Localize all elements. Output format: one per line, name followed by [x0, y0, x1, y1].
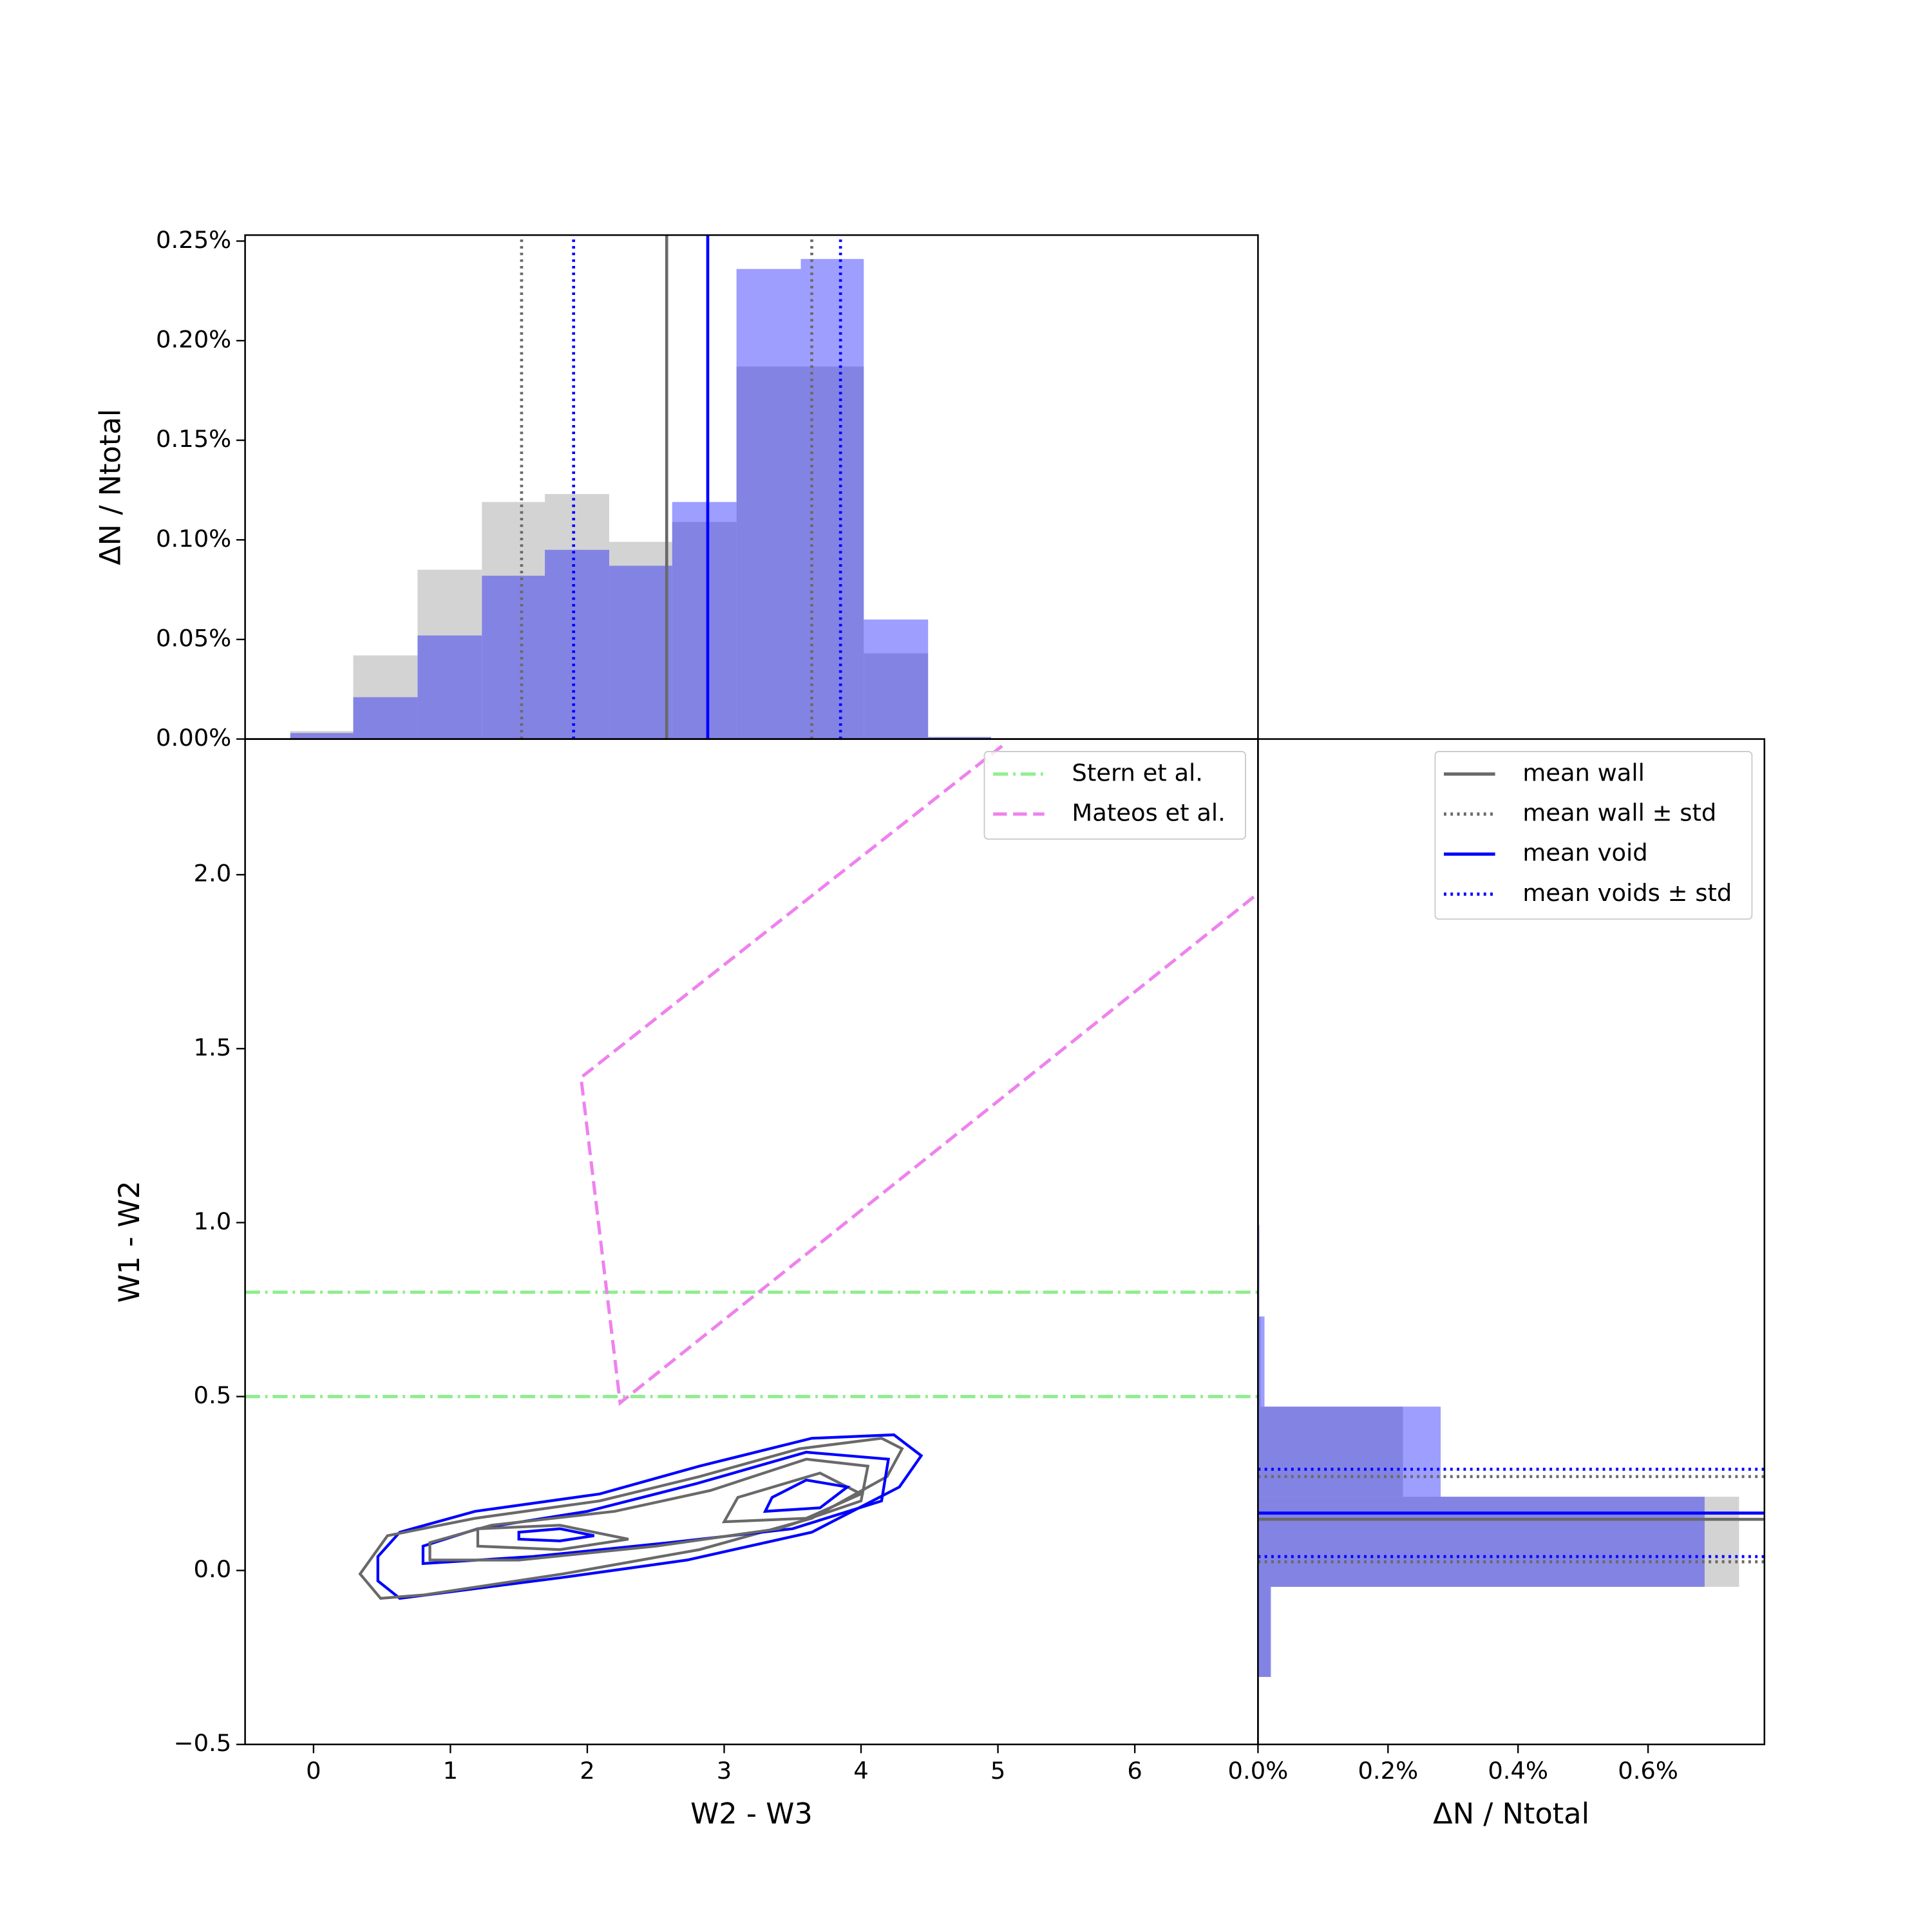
bar — [672, 502, 737, 739]
legend-label: Mateos et al. — [1072, 799, 1225, 827]
bar — [800, 259, 864, 739]
bar — [353, 655, 418, 739]
x-tick-label: 0.0% — [1228, 1757, 1289, 1785]
axis-label: ΔN / Ntotal — [94, 409, 128, 565]
bar — [736, 366, 801, 739]
y-tick-label: 0.5 — [194, 1381, 232, 1409]
y-tick-label: 0.20% — [156, 325, 231, 353]
contour — [762, 1478, 851, 1513]
bar — [290, 733, 354, 739]
contour — [476, 1524, 629, 1551]
bar — [1258, 1316, 1261, 1407]
x-tick-label: 6 — [1127, 1757, 1142, 1785]
contour — [358, 1437, 904, 1600]
bar — [736, 269, 801, 739]
x-tick-label: 1 — [443, 1757, 458, 1785]
bar — [1258, 1406, 1441, 1497]
y-tick-label: −0.5 — [174, 1729, 232, 1757]
y-tick-label: 0.10% — [156, 525, 231, 553]
x-tick-label: 4 — [853, 1757, 868, 1785]
line — [245, 1290, 1258, 1399]
plot-area — [290, 235, 991, 739]
y-tick-label: 0.15% — [156, 425, 231, 453]
plot-area — [245, 744, 1258, 1600]
bar — [1258, 1316, 1265, 1407]
histogram-panel: 0.0% 0.2% 0.4% 0.6% ΔN / Ntotal mean wall mean… — [1228, 738, 1766, 1830]
bar — [609, 565, 672, 739]
bar — [864, 619, 929, 739]
main-panel: 0 1 2 3 4 5 6 −0.5 0.0 0.5 1.0 1.5 2.0 W2 - W3 W1 - W2… — [113, 738, 1259, 1830]
bar — [1258, 1587, 1271, 1677]
bar — [928, 737, 991, 739]
legend-box — [1434, 751, 1753, 920]
x-tick-label: 0.6% — [1618, 1757, 1678, 1785]
legend-label: Stern et al. — [1072, 759, 1203, 786]
line — [579, 744, 1258, 1406]
contour — [376, 1433, 923, 1600]
y-tick-label: 0.0 — [194, 1555, 232, 1583]
contour — [517, 1527, 594, 1542]
bar — [482, 502, 545, 739]
axis-label: W2 - W3 — [690, 1797, 813, 1830]
axis-label: ΔN / Ntotal — [1433, 1797, 1589, 1830]
bar — [1258, 1587, 1271, 1677]
x-tick-label: 0.2% — [1358, 1757, 1418, 1785]
histogram-panel: 0.00% 0.05% 0.10% 0.15% 0.20% 0.25% ΔN / Ntota… — [94, 226, 1259, 752]
legend-box — [983, 751, 1246, 840]
contour — [721, 1472, 864, 1524]
legend-label: mean void — [1522, 839, 1647, 867]
x-tick-label: 3 — [717, 1757, 732, 1785]
x-tick-label: 0 — [306, 1757, 321, 1785]
y-tick-label: 0.05% — [156, 624, 231, 652]
plot-area — [1258, 1225, 1765, 1677]
x-tick-label: 0.4% — [1488, 1757, 1548, 1785]
bar — [482, 575, 545, 739]
bar — [545, 549, 609, 739]
axis-label: W1 - W2 — [113, 1180, 146, 1303]
y-tick-label: 0.25% — [156, 226, 231, 254]
bar — [1258, 1406, 1403, 1497]
legend-label: mean voids ± std — [1522, 879, 1732, 907]
legend-label: mean wall — [1522, 759, 1645, 786]
y-tick-label: 2.0 — [194, 860, 232, 887]
bar — [290, 731, 354, 739]
bar — [609, 542, 672, 739]
bar — [353, 697, 418, 739]
y-tick-label: 0.00% — [156, 724, 231, 752]
x-tick-label: 5 — [990, 1757, 1005, 1785]
y-tick-label: 1.5 — [194, 1034, 232, 1061]
bar — [672, 522, 737, 739]
legend-label: mean wall ± std — [1522, 799, 1716, 827]
bar — [864, 653, 929, 739]
bar — [545, 494, 609, 739]
bar — [928, 737, 991, 739]
axes-frame — [1257, 738, 1766, 1745]
bar — [1258, 1497, 1705, 1587]
bar — [417, 569, 482, 739]
y-tick-label: 1.0 — [194, 1208, 232, 1235]
x-tick-label: 2 — [580, 1757, 594, 1785]
bar — [417, 635, 482, 739]
